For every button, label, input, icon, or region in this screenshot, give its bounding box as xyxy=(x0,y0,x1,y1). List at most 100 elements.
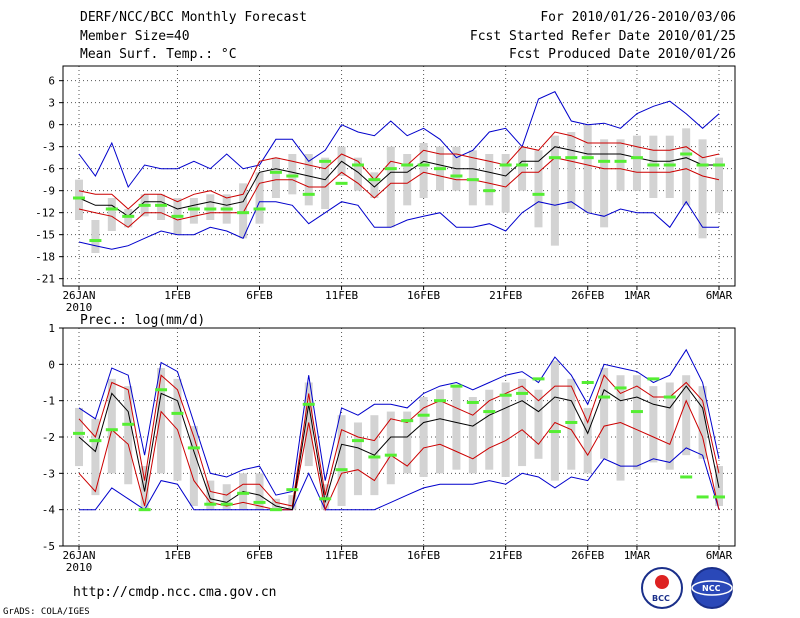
ncc-logo-text: NCC xyxy=(702,584,721,593)
temp-member-bar xyxy=(698,139,707,239)
temp-member-bar xyxy=(189,198,198,224)
prec-median-mark xyxy=(450,384,463,388)
prec-member-bar xyxy=(436,389,445,474)
bcc-logo-text: BCC xyxy=(652,594,670,603)
temp-member-bar xyxy=(649,135,658,198)
prec-ytick-label: -1 xyxy=(42,395,55,408)
prec-median-mark xyxy=(696,495,709,499)
prec-member-bar xyxy=(583,407,592,474)
prec-member-bar xyxy=(649,386,658,463)
footer-url: http://cmdp.ncc.cma.gov.cn xyxy=(73,585,277,600)
temp-member-bar xyxy=(665,135,674,198)
prec-xtick-label: 26JAN xyxy=(62,549,95,562)
temp-median-mark xyxy=(105,207,118,211)
prec-member-bar xyxy=(419,397,428,477)
temp-median-mark xyxy=(680,152,693,156)
temp-member-bar xyxy=(91,220,100,253)
prec-year-label: 2010 xyxy=(66,561,93,574)
temp-lower-line xyxy=(78,157,720,228)
prec-member-bar xyxy=(386,411,395,485)
prec-member-bar xyxy=(271,498,280,510)
prec-member-bar xyxy=(616,375,625,481)
temp-xtick-label: 21FEB xyxy=(489,289,522,302)
prec-member-bar xyxy=(600,367,609,459)
temp-year-label: 2010 xyxy=(66,301,93,314)
temp-member-bar xyxy=(616,139,625,191)
temp-median-mark xyxy=(155,203,168,207)
prec-median-mark xyxy=(630,410,643,414)
temp-ytick-label: -21 xyxy=(35,273,55,286)
prec-median-mark xyxy=(335,468,348,472)
temp-ytick-label: -18 xyxy=(35,251,55,264)
prec-lower-line xyxy=(78,399,720,512)
temp-median-mark xyxy=(269,170,282,174)
temp-ytick-label: 6 xyxy=(48,75,55,88)
prec-member-bar xyxy=(485,389,494,470)
prec-member-bar xyxy=(501,382,510,477)
temp-median-mark xyxy=(384,167,397,171)
temp-median-mark xyxy=(204,207,217,211)
temp-ytick-label: -15 xyxy=(35,229,55,242)
prec-median-mark xyxy=(286,488,299,492)
prec-xtick-label: 26FEB xyxy=(571,549,604,562)
prec-median-mark xyxy=(187,446,200,450)
prec-member-bar xyxy=(157,367,166,474)
temp-median-mark xyxy=(663,163,676,167)
temp-member-bar xyxy=(632,135,641,191)
prec-median-mark xyxy=(614,386,627,390)
temp-ytick-label: -12 xyxy=(35,207,55,220)
temp-xtick-label: 26FEB xyxy=(571,289,604,302)
temp-member-bar xyxy=(468,150,477,206)
temp-frame xyxy=(62,65,736,287)
prec-median-mark xyxy=(466,400,479,404)
prec-median-mark xyxy=(73,431,85,435)
temp-median-mark xyxy=(351,163,364,167)
prec-median-mark xyxy=(401,419,414,423)
temp-median-mark xyxy=(122,214,135,218)
temp-xtick-label: 11FEB xyxy=(325,289,358,302)
temp-member-bar xyxy=(485,154,494,206)
prec-median-mark xyxy=(204,502,217,506)
temp-median-mark xyxy=(647,163,660,167)
temp-member-bar xyxy=(304,154,313,206)
temp-max-line xyxy=(78,91,720,189)
prec-member-bar xyxy=(550,360,559,481)
temp-member-bar xyxy=(583,124,592,213)
forecast-produced-date: Fcst Produced Date 2010/01/26 xyxy=(509,47,736,62)
temp-member-bar xyxy=(321,157,330,209)
prec-ytick-label: -3 xyxy=(42,467,55,480)
prec-member-bar xyxy=(222,484,231,510)
temp-member-bar xyxy=(419,143,428,198)
prec-min-line xyxy=(79,447,720,511)
prec-median-mark xyxy=(368,455,381,459)
prec-member-bar xyxy=(534,389,543,459)
prec-ytick-label: -5 xyxy=(42,540,55,553)
prec-max-line xyxy=(78,348,720,496)
temp-xtick-label: 1FEB xyxy=(164,289,191,302)
prec-median-mark xyxy=(647,377,660,381)
prec-median-mark xyxy=(155,388,168,392)
prec-member-bar xyxy=(321,484,330,510)
prec-member-bar xyxy=(91,418,100,496)
prec-median-mark xyxy=(434,399,447,403)
temp-median-mark xyxy=(466,178,479,182)
temp-member-bar xyxy=(239,183,248,239)
temp-median-mark xyxy=(516,163,529,167)
temp-median-mark xyxy=(335,181,348,185)
prec-member-bar xyxy=(632,375,641,470)
prec-member-bar xyxy=(107,378,116,474)
temp-median-mark xyxy=(499,163,512,167)
prec-median-mark xyxy=(89,439,102,443)
temp-median-mark xyxy=(696,163,709,167)
prec-xtick-label: 16FEB xyxy=(407,549,440,562)
prec-median-mark xyxy=(581,381,594,384)
temp-ytick-label: -6 xyxy=(42,163,55,176)
prec-median-mark xyxy=(598,395,611,399)
precipitation-panel: 1 0 -1 -2 -3 -4 -5 26JAN 1FEB 6FEB 11FEB 16FEB 21FEB… xyxy=(42,322,736,574)
prec-median-mark xyxy=(417,413,430,417)
temp-member-bar xyxy=(75,179,83,220)
prec-median-mark xyxy=(269,508,282,512)
temp-median-mark xyxy=(237,211,250,215)
prec-ytick-label: -4 xyxy=(42,504,56,517)
